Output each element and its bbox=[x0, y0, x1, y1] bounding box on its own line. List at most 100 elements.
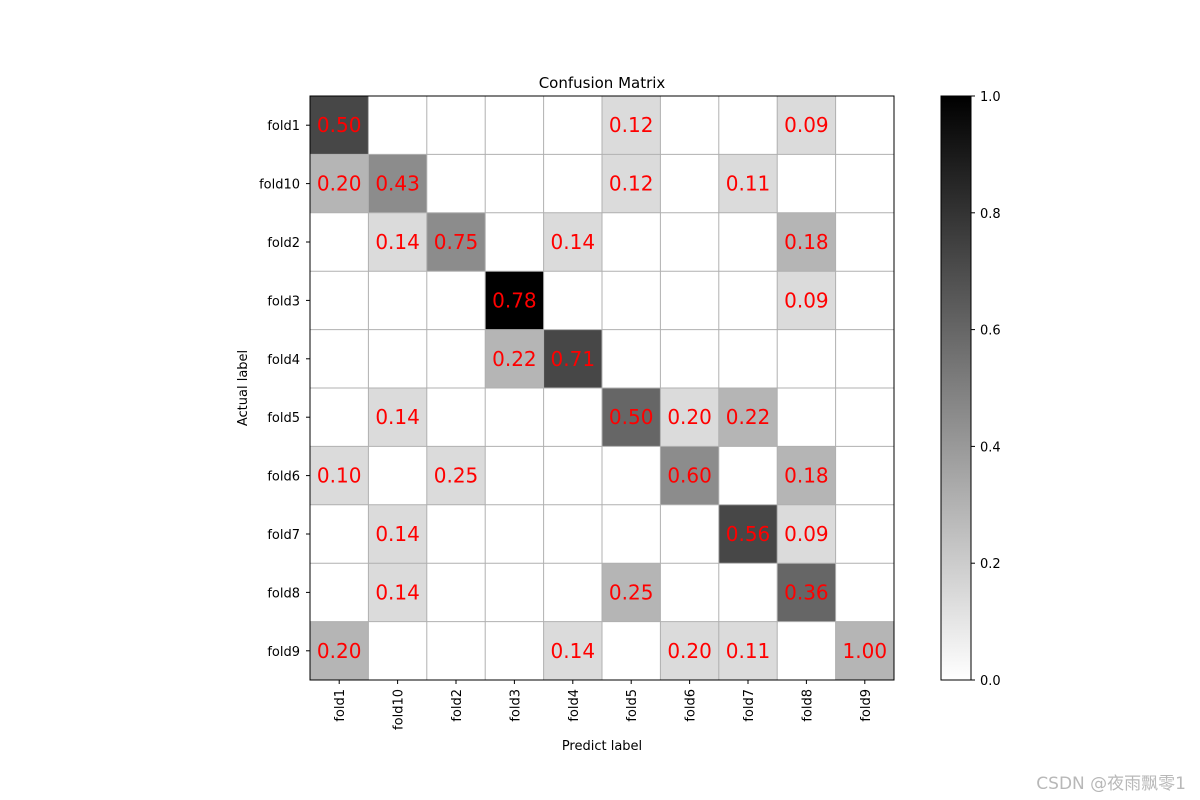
heatmap-cell bbox=[835, 329, 894, 388]
heatmap-cell bbox=[777, 388, 836, 447]
heatmap-cell bbox=[835, 504, 894, 564]
heatmap-cell bbox=[602, 504, 661, 564]
heatmap-cell bbox=[718, 329, 778, 388]
heatmap-cell bbox=[485, 504, 544, 564]
heatmap-cell bbox=[543, 388, 602, 447]
cell-value-label: 0.14 bbox=[375, 230, 420, 254]
heatmap-cell bbox=[368, 154, 427, 213]
cell-value-label: 0.10 bbox=[317, 464, 362, 488]
heatmap-cell bbox=[718, 388, 778, 447]
heatmap-cell bbox=[602, 388, 661, 447]
cell-value-label: 0.11 bbox=[726, 172, 771, 196]
heatmap-cell bbox=[777, 504, 836, 564]
heatmap-cell bbox=[835, 271, 894, 330]
heatmap-cell bbox=[835, 154, 894, 213]
heatmap-cell bbox=[660, 388, 719, 447]
heatmap-cell bbox=[543, 621, 602, 680]
colorbar-tick-label: 0.0 bbox=[980, 674, 1001, 689]
y-tick-label: fold5 bbox=[267, 411, 300, 426]
x-tick-label: fold5 bbox=[625, 689, 640, 722]
heatmap-cell bbox=[777, 329, 836, 388]
heatmap-cell bbox=[485, 212, 544, 272]
heatmap-cell bbox=[777, 621, 836, 680]
cell-value-label: 0.11 bbox=[726, 639, 771, 663]
heatmap-cell bbox=[660, 446, 719, 505]
heatmap-cell bbox=[310, 154, 369, 213]
heatmap-cell bbox=[718, 621, 778, 680]
colorbar-tick-label: 0.2 bbox=[980, 557, 1001, 572]
cell-value-label: 0.14 bbox=[375, 522, 420, 546]
cell-value-label: 0.25 bbox=[609, 580, 654, 604]
cell-value-label: 0.09 bbox=[784, 113, 829, 137]
heatmap-cell bbox=[602, 271, 661, 330]
cell-value-label: 0.75 bbox=[434, 230, 479, 254]
heatmap-cell bbox=[543, 563, 602, 622]
heatmap-cell bbox=[310, 621, 369, 680]
heatmap-cell bbox=[718, 96, 778, 155]
heatmap-cell bbox=[426, 621, 486, 680]
heatmap-cell bbox=[660, 621, 719, 680]
heatmap-cell bbox=[602, 96, 661, 155]
cell-value-label: 0.50 bbox=[609, 405, 654, 429]
y-tick-label: fold2 bbox=[267, 236, 300, 251]
x-tick-label: fold1 bbox=[333, 689, 348, 722]
x-tick-label: fold7 bbox=[742, 689, 757, 722]
heatmap-cell bbox=[718, 154, 778, 213]
heatmap-cell bbox=[660, 212, 719, 272]
heatmap-cell bbox=[602, 563, 661, 622]
cell-value-label: 0.50 bbox=[317, 113, 362, 137]
heatmap-cell bbox=[368, 212, 427, 272]
cell-value-label: 0.20 bbox=[667, 639, 712, 663]
heatmap-cell bbox=[660, 96, 719, 155]
cell-value-label: 0.18 bbox=[784, 464, 829, 488]
cell-value-label: 0.36 bbox=[784, 580, 829, 604]
heatmap-cell bbox=[777, 563, 836, 622]
heatmap-cell bbox=[426, 446, 486, 505]
heatmap-cell bbox=[485, 154, 544, 213]
heatmap-cell bbox=[485, 621, 544, 680]
heatmap-cell bbox=[543, 329, 602, 388]
cell-value-label: 0.14 bbox=[551, 639, 596, 663]
heatmap-cell bbox=[368, 504, 427, 564]
x-tick-label: fold4 bbox=[567, 689, 582, 722]
y-tick-label: fold6 bbox=[267, 470, 300, 485]
colorbar bbox=[940, 95, 972, 681]
heatmap-cell bbox=[718, 563, 778, 622]
heatmap-cell bbox=[368, 563, 427, 622]
heatmap-cell bbox=[718, 271, 778, 330]
heatmap-cell bbox=[368, 329, 427, 388]
heatmap-cell bbox=[835, 446, 894, 505]
heatmap-cell bbox=[310, 212, 369, 272]
cell-value-label: 0.20 bbox=[317, 639, 362, 663]
heatmap-cell bbox=[485, 446, 544, 505]
cell-value-label: 0.14 bbox=[375, 405, 420, 429]
heatmap-cell bbox=[718, 446, 778, 505]
heatmap-cell bbox=[543, 154, 602, 213]
heatmap-cell bbox=[310, 96, 369, 155]
heatmap-cell bbox=[660, 504, 719, 564]
heatmap-cell bbox=[485, 96, 544, 155]
y-tick-label: fold4 bbox=[267, 353, 300, 368]
heatmap-cell bbox=[543, 504, 602, 564]
cell-value-label: 0.71 bbox=[551, 347, 596, 371]
cell-value-label: 0.18 bbox=[784, 230, 829, 254]
heatmap-cell bbox=[426, 388, 486, 447]
heatmap-cell bbox=[602, 446, 661, 505]
cell-value-label: 0.20 bbox=[667, 405, 712, 429]
heatmap-cell bbox=[485, 271, 544, 330]
heatmap-cell bbox=[543, 271, 602, 330]
heatmap-cell bbox=[426, 563, 486, 622]
cell-value-label: 0.14 bbox=[375, 580, 420, 604]
colorbar-tick-label: 1.0 bbox=[980, 90, 1001, 105]
heatmap-cell bbox=[835, 621, 894, 680]
heatmap-cell bbox=[310, 563, 369, 622]
heatmap-cell bbox=[310, 446, 369, 505]
heatmap-cell bbox=[602, 329, 661, 388]
heatmap-cell bbox=[602, 621, 661, 680]
cell-value-label: 0.09 bbox=[784, 522, 829, 546]
cell-value-label: 0.20 bbox=[317, 172, 362, 196]
y-tick-label: fold3 bbox=[267, 294, 300, 309]
watermark: CSDN @夜雨飘零1 bbox=[1036, 774, 1186, 794]
cell-value-label: 0.56 bbox=[726, 522, 771, 546]
